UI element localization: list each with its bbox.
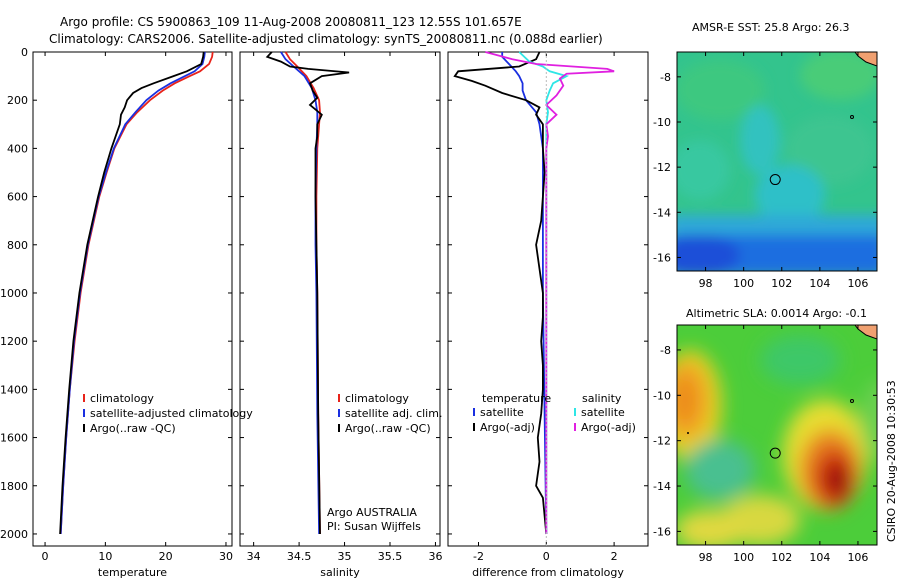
x-tick-label: 102 [771,551,792,564]
legend-label: Argo(-adj) [581,421,636,434]
profile-location-marker [769,447,781,459]
sla-map: Altimetric SLA: 0.0014 Argo: -0.1 [653,307,878,564]
x-tick-label: -2 [473,550,484,563]
y-tick-label: -12 [653,435,671,448]
legend-label: satellite [581,406,625,419]
temperature-series-line [59,51,205,535]
y-tick-label: 200 [7,94,28,107]
sla-map-frame [676,324,878,546]
legend-label: Argo(..raw -QC) [345,422,431,435]
sst-map: AMSR-E SST: 25.8 Argo: 26.3 98 100 102 104 1… [653,21,878,290]
side-timestamp: CSIRO 20-Aug-2008 10:30:53 [885,380,898,542]
y-tick-label: -10 [653,389,671,402]
salinity-panel: 34 34.5 35 35.5 36 salinity climatology satelli… [239,51,442,579]
island-marker [687,148,689,150]
x-tick-label: 2 [611,550,618,563]
sla-map-title: Altimetric SLA: 0.0014 Argo: -0.1 [686,307,867,320]
header-line-2: Climatology: CARS2006. Satellite-adjuste… [49,32,603,46]
temperature-panel: 0 10 20 30 0 200 400 600 800 1000 1200 1400 1600 1800… [0,46,253,579]
sla-field-texture [677,335,877,545]
salinity-series-line [265,51,350,535]
y-tick-label: -12 [653,161,671,174]
salinity-frame [239,51,441,547]
y-tick-label: 400 [7,142,28,155]
temperature-series-line [59,51,214,535]
x-tick-label: 36 [428,550,442,563]
sst-map-axes: 98 100 102 104 106 -8 -10 -12 -14 -16 [653,52,877,290]
x-tick-label: 20 [159,550,173,563]
y-tick-label: 1600 [0,432,28,445]
y-tick-label: -8 [660,71,671,84]
y-tick-label: 2000 [0,528,28,541]
header-line-1: Argo profile: CS 5900863_109 11-Aug-2008… [60,15,522,29]
difference-frame [447,51,649,547]
y-tick-label: -8 [660,344,671,357]
y-tick-label: 800 [7,239,28,252]
y-tick-label: 1800 [0,480,28,493]
x-tick-label: 35 [338,550,352,563]
y-tick-label: -14 [653,480,671,493]
salinity-series-line [280,51,320,535]
y-tick-label: 1200 [0,335,28,348]
x-tick-label: 35.5 [378,550,403,563]
temperature-frame [32,51,233,547]
sst-map-frame [676,51,878,272]
legend-label: Argo(-adj) [480,421,535,434]
salinity-series-line [284,51,321,535]
y-tick-label: -14 [653,206,671,219]
x-tick-label: 106 [847,277,868,290]
sst-map-title: AMSR-E SST: 25.8 Argo: 26.3 [692,21,850,34]
x-tick-label: 30 [219,550,233,563]
island-marker [687,432,689,434]
y-tick-label: -16 [653,251,671,264]
difference-x-label: difference from climatology [472,566,624,579]
legend-group-title: temperature [482,392,551,405]
salinity-x-label: salinity [320,566,360,579]
temperature-x-label: temperature [98,566,167,579]
y-tick-label: -16 [653,525,671,538]
island-marker [850,399,854,403]
legend-label: satellite adj. clim. [345,407,442,420]
legend-label: satellite [480,406,524,419]
sst-field-texture [677,52,877,271]
profile-location-marker [769,174,781,186]
temperature-series-line [59,51,206,535]
difference-series-line [453,51,548,535]
x-tick-label: 0 [42,550,49,563]
legend-label: Argo(..raw -QC) [90,422,176,435]
legend-label: climatology [345,392,409,405]
owner-annotation: PI: Susan Wijffels [327,520,421,533]
x-tick-label: 100 [733,551,754,564]
y-tick-label: 600 [7,191,28,204]
x-tick-label: 106 [847,551,868,564]
legend-label: satellite-adjusted climatology [90,407,253,420]
difference-series-line [485,51,615,534]
x-tick-label: 104 [809,277,830,290]
x-tick-label: 104 [809,551,830,564]
x-tick-label: 102 [771,277,792,290]
y-tick-label: -10 [653,116,671,129]
x-tick-label: 34.5 [287,550,312,563]
legend-label: climatology [90,392,154,405]
x-tick-label: 98 [699,551,713,564]
x-tick-label: 34 [247,550,261,563]
sla-map-axes: 98 100 102 104 106 -8 -10 -12 -14 -16 [653,325,877,564]
legend-group-title: salinity [582,392,622,405]
owner-annotation: Argo AUSTRALIA [327,506,417,519]
y-tick-label: 1000 [0,287,28,300]
y-tick-label: 0 [21,46,28,59]
x-tick-label: 100 [733,277,754,290]
difference-panel: -2 0 2 difference from climatology temperatu… [447,51,649,579]
x-tick-label: 10 [98,550,112,563]
x-tick-label: 98 [699,277,713,290]
island-marker [850,115,854,119]
x-tick-label: 0 [543,550,550,563]
y-tick-label: 1400 [0,383,28,396]
